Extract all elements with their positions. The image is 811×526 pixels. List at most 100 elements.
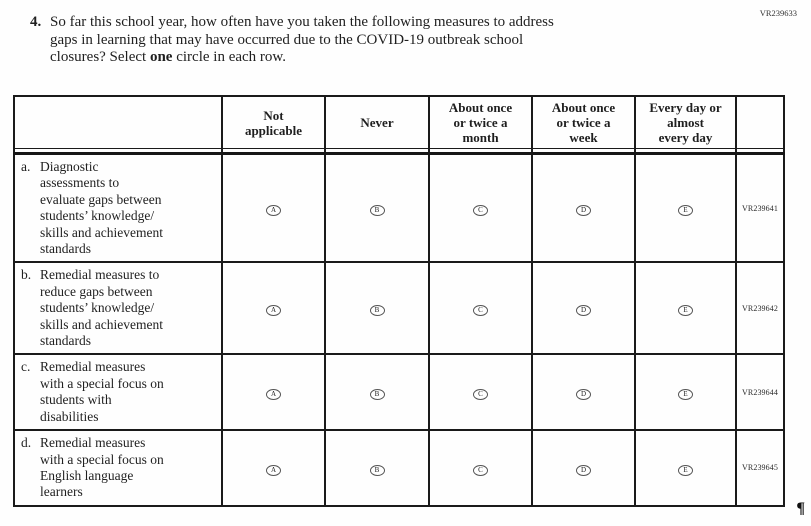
cell-once-twice-month: C <box>428 152 533 264</box>
bubble-letter: E <box>683 206 688 215</box>
row-code: VR239642 <box>735 261 785 356</box>
cell-never: B <box>324 152 430 264</box>
answer-bubble-e[interactable]: E <box>678 389 693 401</box>
bubble-letter: B <box>374 465 380 474</box>
question-number: 4. <box>30 14 42 30</box>
bubble-letter: E <box>683 306 688 315</box>
answer-bubble-c[interactable]: C <box>473 389 488 401</box>
header-code-cell <box>735 95 785 149</box>
cell-not-applicable: A <box>221 429 326 507</box>
cell-never: B <box>324 353 430 432</box>
bubble-letter: B <box>374 306 380 315</box>
pilcrow-mark: ¶ <box>796 500 805 517</box>
bubble-letter: D <box>580 306 587 315</box>
bubble-letter: C <box>478 465 483 474</box>
cell-every-day: E <box>634 261 737 356</box>
row-label: Remedial measures to reduce gaps between… <box>40 267 163 349</box>
question-text-bold-word: one <box>149 49 173 65</box>
answer-bubble-b[interactable]: B <box>369 464 385 476</box>
header-not-applicable: Not applicable <box>221 95 326 149</box>
answer-bubble-b[interactable]: B <box>369 305 385 317</box>
row-letter: a. <box>21 159 31 174</box>
bubble-letter: E <box>683 465 688 474</box>
table-body: a. Diagnostic assessments to evaluate ga… <box>13 152 785 507</box>
cell-once-twice-week: D <box>531 353 636 432</box>
answer-bubble-d[interactable]: D <box>576 389 591 401</box>
cell-never: B <box>324 429 430 507</box>
row-stub-cell: b. Remedial measures to reduce gaps betw… <box>13 261 223 356</box>
header-once-twice-month: About once or twice a month <box>428 95 533 149</box>
row-stub-cell: c. Remedial measures with a special focu… <box>13 353 223 432</box>
answer-bubble-e[interactable]: E <box>678 205 693 217</box>
answer-bubble-a[interactable]: A <box>266 205 281 217</box>
bubble-letter: D <box>580 465 587 474</box>
header-stub-cell <box>13 95 223 149</box>
answer-bubble-a[interactable]: A <box>266 464 281 476</box>
cell-once-twice-month: C <box>428 353 533 432</box>
cell-not-applicable: A <box>221 152 326 264</box>
table-row: b. Remedial measures to reduce gaps betw… <box>13 261 785 356</box>
bubble-letter: D <box>580 390 587 399</box>
cell-once-twice-month: C <box>428 429 533 507</box>
answer-bubble-c[interactable]: C <box>473 464 488 476</box>
bubble-letter: C <box>478 206 483 215</box>
row-letter: d. <box>21 435 32 451</box>
answer-bubble-d[interactable]: D <box>576 205 591 217</box>
table-row: d. Remedial measures with a special focu… <box>13 429 785 507</box>
header-row: Not applicable Never About once or twice… <box>13 95 785 149</box>
row-letter: b. <box>21 267 32 283</box>
cell-not-applicable: A <box>221 353 326 432</box>
cell-once-twice-week: D <box>531 429 636 507</box>
row-code: VR239641 <box>735 152 785 264</box>
header-once-twice-week: About once or twice a week <box>531 95 636 149</box>
cell-not-applicable: A <box>221 261 326 356</box>
answer-bubble-b[interactable]: B <box>369 205 385 217</box>
row-code: VR239645 <box>735 429 785 507</box>
answer-bubble-c[interactable]: C <box>473 205 488 217</box>
cell-every-day: E <box>634 152 737 264</box>
question-block: 4. So far this school year, how often ha… <box>30 14 554 67</box>
header-separator <box>13 148 785 155</box>
bubble-letter: B <box>374 206 380 215</box>
cell-never: B <box>324 261 430 356</box>
row-label: Remedial measures with a special focus o… <box>40 435 164 500</box>
answer-bubble-c[interactable]: C <box>473 305 488 317</box>
bubble-letter: E <box>683 390 688 399</box>
bubble-letter: D <box>580 206 587 215</box>
cell-every-day: E <box>634 429 737 507</box>
cell-once-twice-month: C <box>428 261 533 356</box>
bubble-letter: C <box>478 306 483 315</box>
cell-once-twice-week: D <box>531 152 636 264</box>
answer-bubble-d[interactable]: D <box>576 464 591 476</box>
answer-bubble-a[interactable]: A <box>266 305 281 317</box>
bubble-letter: A <box>270 465 277 474</box>
row-stub-cell: a. Diagnostic assessments to evaluate ga… <box>13 152 223 264</box>
question-text-part1: So far this school year, how often have … <box>50 14 554 65</box>
table-row: c. Remedial measures with a special focu… <box>13 353 785 432</box>
answer-bubble-e[interactable]: E <box>678 305 693 317</box>
bubble-letter: C <box>478 390 483 399</box>
bubble-letter: A <box>270 390 277 399</box>
bubble-letter: A <box>270 306 277 315</box>
answer-bubble-b[interactable]: B <box>369 389 385 401</box>
form-code-top: VR239633 <box>759 8 797 18</box>
bubble-letter: A <box>270 206 277 215</box>
header-every-day: Every day or almost every day <box>634 95 737 149</box>
question-text: So far this school year, how often have … <box>50 14 554 67</box>
cell-every-day: E <box>634 353 737 432</box>
question-text-part2: circle in each row. <box>172 49 287 65</box>
response-matrix-table: Not applicable Never About once or twice… <box>13 95 785 507</box>
answer-bubble-d[interactable]: D <box>576 305 591 317</box>
row-code: VR239644 <box>735 353 785 432</box>
row-label: Diagnostic assessments to evaluate gaps … <box>40 159 163 257</box>
answer-bubble-a[interactable]: A <box>266 389 281 401</box>
bubble-letter: B <box>374 390 380 399</box>
cell-once-twice-week: D <box>531 261 636 356</box>
row-stub-cell: d. Remedial measures with a special focu… <box>13 429 223 507</box>
header-never: Never <box>324 95 430 149</box>
row-label: Remedial measures with a special focus o… <box>40 359 164 424</box>
row-letter: c. <box>21 359 31 375</box>
answer-bubble-e[interactable]: E <box>678 464 693 476</box>
table-row: a. Diagnostic assessments to evaluate ga… <box>13 152 785 264</box>
